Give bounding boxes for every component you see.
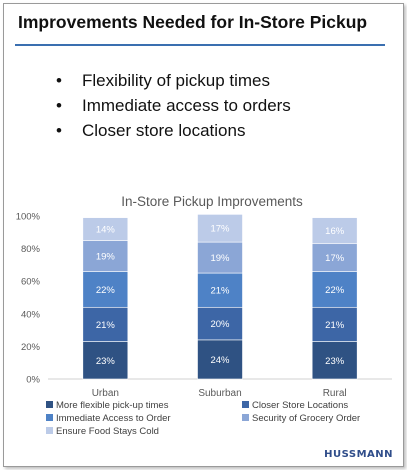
data-label: 22% <box>325 285 345 296</box>
data-label: 21% <box>325 320 345 331</box>
bullet-icon: • <box>56 121 62 140</box>
bar-segment <box>197 272 243 308</box>
bullet-item: • Flexibility of pickup times <box>56 68 291 93</box>
bullet-item: • Closer store locations <box>56 118 291 143</box>
stacked-bar-chart: In-Store Pickup Improvements 0% 20% 40% 60% 8… <box>16 194 392 437</box>
data-label: 19% <box>210 253 230 264</box>
hussmann-logo: HUSSMANN <box>324 449 393 460</box>
legend-swatch <box>242 401 249 408</box>
legend-label: Security of Grocery Order <box>252 413 360 424</box>
bar-segment <box>197 306 243 341</box>
data-label: 16% <box>325 226 345 237</box>
bullet-list: • Flexibility of pickup times • Immediate … <box>56 68 291 143</box>
legend-label: Immediate Access to Order <box>56 413 171 424</box>
bar-segment <box>311 271 358 308</box>
bar-segment <box>82 341 129 380</box>
title-underline <box>15 44 385 46</box>
bar-segment <box>311 306 358 342</box>
data-label: 23% <box>96 356 116 367</box>
bullet-icon: • <box>56 71 62 90</box>
bar-segment <box>197 241 243 274</box>
bar-segment <box>311 341 358 380</box>
bullet-item: • Immediate access to orders <box>56 93 291 118</box>
bar-segment <box>82 217 129 241</box>
bar-segment <box>197 214 243 243</box>
legend-label: Closer Store Locations <box>252 400 348 411</box>
legend-swatch <box>46 414 53 421</box>
y-tick-label: 0% <box>26 375 40 386</box>
data-label: 17% <box>210 224 230 235</box>
data-label: 22% <box>96 285 116 296</box>
x-tick-label: Urban <box>92 388 119 399</box>
data-label: 21% <box>210 286 230 297</box>
bar-segment <box>197 339 243 380</box>
x-tick-label: Suburban <box>198 388 241 399</box>
bar-segment <box>311 217 358 245</box>
legend-swatch <box>46 427 53 434</box>
data-label: 24% <box>210 355 230 366</box>
y-tick-label: 40% <box>21 309 41 320</box>
y-tick-label: 100% <box>16 212 41 223</box>
legend-swatch <box>46 401 53 408</box>
bar-segment <box>82 240 129 272</box>
y-tick-label: 20% <box>21 342 41 353</box>
y-tick-label: 60% <box>21 277 41 288</box>
data-label: 17% <box>325 253 345 264</box>
data-label: 20% <box>210 319 230 330</box>
chart-title: In-Store Pickup Improvements <box>121 194 303 209</box>
bar-segment <box>82 271 129 308</box>
legend-label: Ensure Food Stays Cold <box>56 426 159 437</box>
bullet-icon: • <box>56 96 62 115</box>
y-tick-label: 80% <box>21 244 41 255</box>
data-label: 14% <box>96 225 116 236</box>
data-label: 19% <box>96 251 116 262</box>
data-label: 21% <box>96 320 116 331</box>
slide-title: Improvements Needed for In-Store Pickup <box>18 12 368 32</box>
legend-swatch <box>242 414 249 421</box>
x-tick-label: Rural <box>323 388 347 399</box>
legend-label: More flexible pick-up times <box>56 400 169 411</box>
data-label: 23% <box>325 356 345 367</box>
